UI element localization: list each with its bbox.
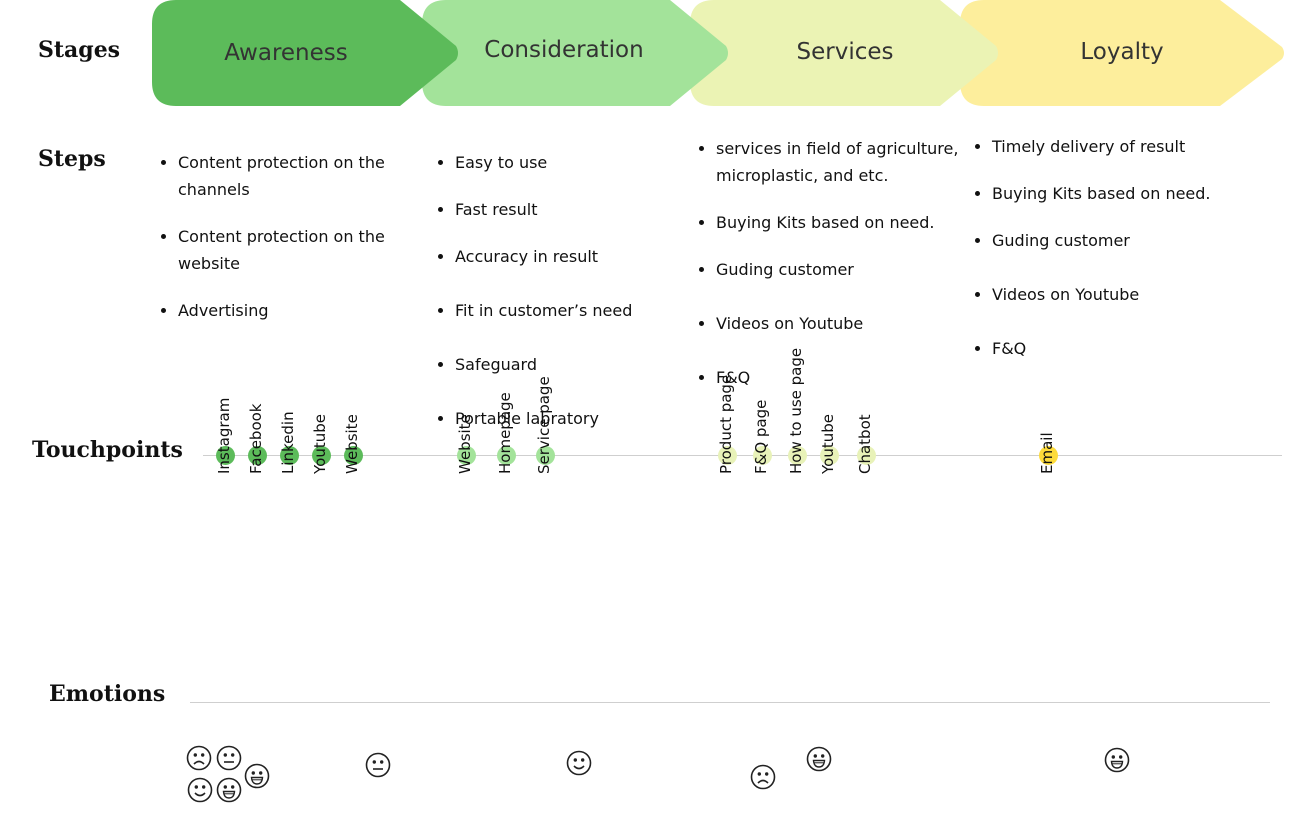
step-item: Fit in customer’s need: [455, 297, 705, 324]
stage-services-label: Services: [796, 39, 894, 65]
touchpoint-dot: [343, 445, 363, 465]
touchpoint-label: How to use page: [787, 347, 805, 474]
steps-title: Steps: [38, 146, 106, 172]
touchpoint-label: Service page: [535, 376, 553, 474]
steps-loyalty-list: Timely delivery of result Buying Kits ba…: [974, 133, 1272, 362]
step-item: Portable labratory: [455, 405, 705, 432]
stage-services-arrow: [690, 0, 998, 106]
grin-face-icon: [216, 777, 242, 803]
stage-services-shape: [690, 0, 998, 106]
step-item: Safeguard: [455, 351, 705, 378]
sad-face-icon: [186, 745, 212, 771]
touchpoint-dot: [856, 445, 876, 465]
smile-face-icon: [187, 777, 213, 803]
neutral-face-icon: [365, 752, 391, 778]
step-item: Buying Kits based on need.: [716, 209, 971, 236]
step-item: services in field of agriculture, microp…: [716, 135, 971, 189]
step-item: F&Q: [716, 364, 971, 391]
steps-services-list: services in field of agriculture, microp…: [698, 135, 971, 391]
touchpoint-label: Youtube: [819, 414, 837, 474]
stage-loyalty-shape: [960, 0, 1284, 106]
step-item: Buying Kits based on need.: [992, 180, 1272, 207]
step-item: Content protection on the channels: [178, 149, 423, 203]
step-item: Videos on Youtube: [716, 310, 971, 337]
stage-consideration-arrow: [422, 0, 728, 106]
touchpoint-label: Linkedin: [279, 411, 297, 474]
emotions-title: Emotions: [49, 681, 166, 707]
stage-awareness-label: Awareness: [224, 40, 348, 66]
stage-loyalty: Loyalty: [960, 0, 1284, 106]
touchpoint-dot: [456, 445, 476, 465]
stage-consideration: Consideration: [422, 0, 730, 106]
step-item: Guding customer: [992, 227, 1272, 254]
touchpoint-label: Homepage: [496, 392, 514, 474]
stage-consideration-shape: [422, 0, 728, 106]
step-item: F&Q: [992, 335, 1272, 362]
touchpoint-dot: [535, 445, 555, 465]
steps-consideration-list: Easy to use Fast result Accuracy in resu…: [437, 149, 705, 432]
emotions-timeline: [190, 702, 1270, 703]
stages-title: Stages: [38, 37, 121, 63]
step-item: Timely delivery of result: [992, 133, 1272, 160]
touchpoint-label: Product page: [717, 374, 735, 474]
stage-consideration-label: Consideration: [484, 37, 644, 63]
touchpoints-timeline: [203, 455, 1282, 456]
touchpoint-dot: [247, 445, 267, 465]
touchpoint-dot: [819, 445, 839, 465]
stage-awareness-arrow: [152, 0, 458, 106]
step-item: Accuracy in result: [455, 243, 705, 270]
touchpoint-dot: [1038, 445, 1058, 465]
step-item: Videos on Youtube: [992, 281, 1272, 308]
stage-loyalty-arrow: [960, 0, 1284, 106]
touchpoint-label: Website: [343, 414, 361, 474]
step-item: Easy to use: [455, 149, 705, 176]
smile-face-icon: [566, 750, 592, 776]
step-item: Fast result: [455, 196, 705, 223]
stage-awareness-shape: [152, 0, 458, 106]
stage-awareness: Awareness: [152, 0, 460, 106]
touchpoint-dot: [717, 445, 737, 465]
touchpoint-label: F&Q page: [752, 399, 770, 474]
steps-awareness-list: Content protection on the channels Conte…: [160, 149, 423, 324]
touchpoint-dot: [279, 445, 299, 465]
step-item: Advertising: [178, 297, 423, 324]
grin-face-icon: [244, 763, 270, 789]
touchpoint-dot: [752, 445, 772, 465]
touchpoint-label: Instagram: [215, 397, 233, 474]
stage-loyalty-label: Loyalty: [1080, 39, 1164, 65]
touchpoint-label: Website: [456, 414, 474, 474]
touchpoint-dot: [496, 445, 516, 465]
touchpoint-dot: [787, 445, 807, 465]
step-item: Content protection on the website: [178, 223, 423, 277]
touchpoint-dot: [215, 445, 235, 465]
neutral-face-icon: [216, 745, 242, 771]
touchpoint-label: Youtube: [311, 414, 329, 474]
touchpoint-label: Chatbot: [856, 414, 874, 474]
step-item: Guding customer: [716, 256, 971, 283]
touchpoint-label: Facebook: [247, 403, 265, 474]
touchpoint-label: Email: [1038, 432, 1056, 474]
grin-face-icon: [806, 746, 832, 772]
touchpoint-dot: [311, 445, 331, 465]
grin-face-icon: [1104, 747, 1130, 773]
sad-face-icon: [750, 764, 776, 790]
touchpoints-title: Touchpoints: [32, 437, 183, 463]
stage-services: Services: [690, 0, 1000, 106]
